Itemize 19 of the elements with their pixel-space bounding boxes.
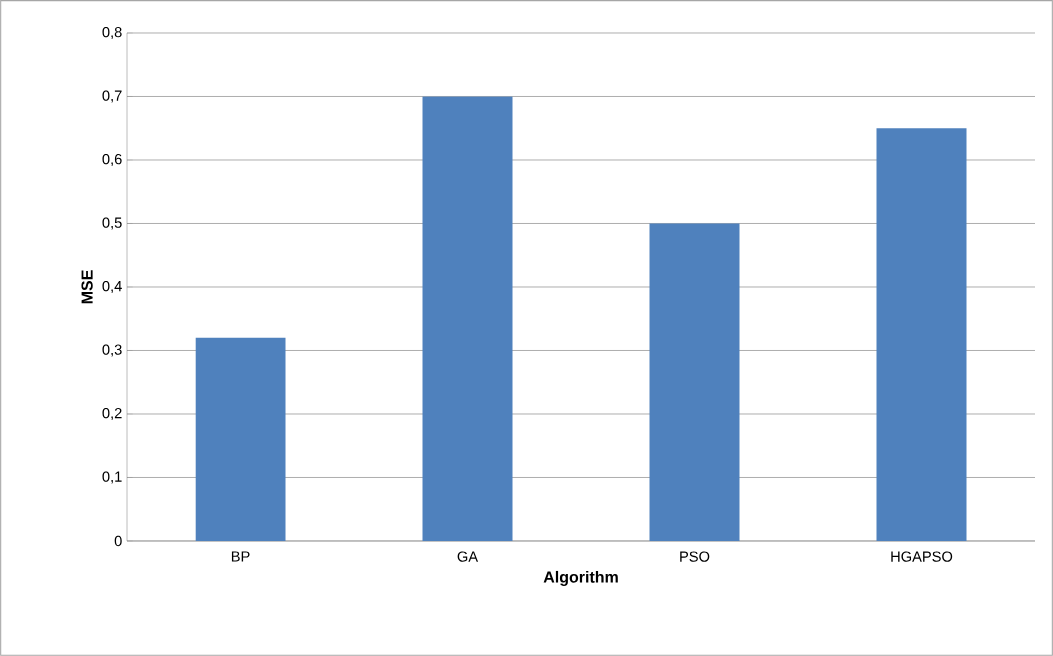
y-tick-label: 0,2 bbox=[102, 407, 122, 421]
y-tick-label: 0,7 bbox=[102, 90, 122, 103]
bar bbox=[195, 337, 286, 541]
bar bbox=[876, 128, 967, 541]
y-axis-title: MSE bbox=[81, 270, 93, 304]
y-tick-label: 0,5 bbox=[102, 217, 122, 230]
y-tick-label: 0,3 bbox=[102, 344, 122, 357]
y-tick-label: 0,4 bbox=[102, 280, 122, 294]
y-tick-label: 0 bbox=[114, 535, 122, 547]
x-axis-title: Algorithm bbox=[543, 570, 618, 586]
y-tick-label: 0,8 bbox=[102, 26, 122, 40]
x-tick-label: BP bbox=[231, 551, 250, 562]
x-tick-label: GA bbox=[457, 551, 479, 562]
y-tick-label: 0,6 bbox=[102, 153, 122, 167]
bar bbox=[649, 223, 740, 541]
x-tick-label: PSO bbox=[680, 551, 710, 562]
bar bbox=[422, 96, 513, 541]
x-tick-label: HGAPSO bbox=[891, 551, 953, 562]
y-tick-label: 0,1 bbox=[102, 471, 122, 484]
